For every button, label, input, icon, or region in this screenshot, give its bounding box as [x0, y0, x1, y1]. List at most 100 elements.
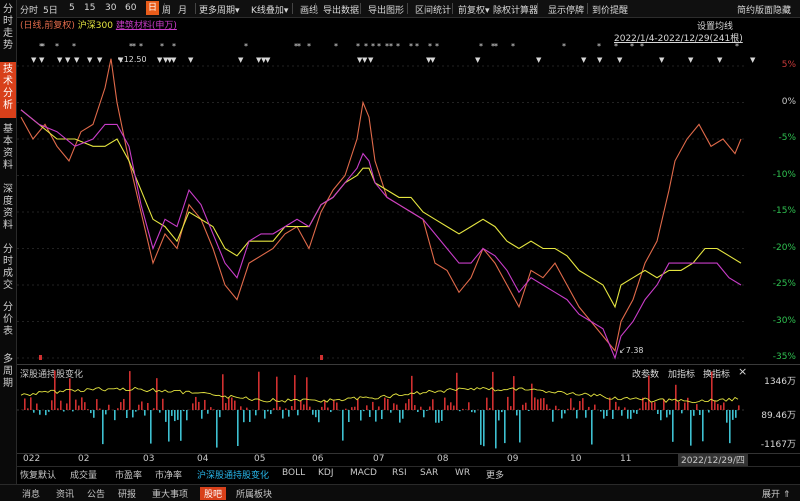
left-tab-5[interactable]: 分价表	[0, 300, 16, 348]
indicator-tab-5[interactable]: BOLL	[282, 468, 305, 478]
toolbar-item-14[interactable]: 区间统计	[415, 3, 451, 16]
sub-bar	[360, 410, 362, 421]
toolbar-item-0[interactable]: 分时	[20, 3, 38, 16]
toolbar-item-12[interactable]: 导出数据	[323, 3, 359, 16]
left-tab-4[interactable]: 分时成交	[0, 242, 16, 296]
bottom-tab-0[interactable]: 消息	[22, 487, 40, 500]
indicator-tab-4[interactable]: 沪深股通持股变化	[197, 468, 269, 481]
toolbar-item-1[interactable]: 5日	[43, 3, 58, 16]
toolbar-item-17[interactable]: 显示停牌	[548, 3, 584, 16]
indicator-tab-7[interactable]: MACD	[350, 468, 377, 478]
indicator-tab-2[interactable]: 市盈率	[115, 468, 142, 481]
sub-bar	[429, 407, 431, 410]
sub-bar	[408, 399, 410, 410]
bottom-tab-6[interactable]: 所属板块	[236, 487, 272, 500]
sub-bar	[564, 410, 566, 413]
simple-layout-button[interactable]: 简约版面	[737, 3, 773, 16]
sub-bar	[225, 403, 227, 410]
event-arrow-marker: ▼	[430, 56, 436, 64]
sub-bar	[702, 410, 704, 441]
sub-bar	[420, 407, 422, 410]
event-marker: *	[297, 42, 301, 51]
month-label: 07	[373, 454, 384, 464]
event-marker: *	[244, 42, 248, 51]
sub-bar	[672, 410, 674, 442]
sub-bar	[258, 372, 260, 410]
sub-bar	[501, 410, 503, 412]
bottom-tab-1[interactable]: 资讯	[56, 487, 74, 500]
sub-bar	[585, 410, 587, 418]
event-arrow-marker: ▼	[536, 56, 542, 64]
sub-bar	[204, 400, 206, 410]
sub-bar	[546, 404, 548, 410]
toolbar-item-3[interactable]: 15	[84, 3, 95, 13]
toolbar-item-18[interactable]: 到价提醒	[592, 3, 628, 16]
sub-bar	[525, 403, 527, 410]
toolbar-item-15[interactable]: 前复权▾	[458, 3, 490, 16]
sub-bar	[231, 397, 233, 410]
toolbar-item-13[interactable]: 导出图形	[368, 3, 404, 16]
toolbar-separator	[164, 3, 165, 14]
month-label: 08	[437, 454, 448, 464]
indicator-tab-10[interactable]: WR	[455, 468, 470, 478]
indicator-tab-11[interactable]: 更多	[486, 468, 504, 481]
sub-bar	[648, 376, 650, 410]
sub-bar	[366, 405, 368, 410]
bottom-tab-3[interactable]: 研报	[118, 487, 136, 500]
sub-bar	[108, 405, 110, 410]
sub-bar	[534, 397, 536, 410]
indicator-tab-0[interactable]: 恢复默认	[20, 468, 56, 481]
sub-bar	[435, 410, 437, 423]
expand-button[interactable]: 展开 ⇑	[762, 487, 790, 500]
hide-button[interactable]: 隐藏	[773, 3, 791, 16]
sub-bar	[627, 410, 629, 419]
toolbar-item-6[interactable]: 日	[146, 1, 159, 15]
sub-chart	[17, 365, 800, 465]
indicator-tab-9[interactable]: SAR	[420, 468, 438, 478]
event-arrow-marker: ▼	[475, 56, 481, 64]
low-annotation: ↙7.38	[619, 346, 644, 355]
bottom-tab-2[interactable]: 公告	[87, 487, 105, 500]
sub-bar	[171, 410, 173, 416]
indicator-tab-1[interactable]: 成交量	[70, 468, 97, 481]
toolbar-item-10[interactable]: K线叠加▾	[251, 3, 288, 16]
sub-bar	[183, 410, 185, 411]
sub-bar	[483, 410, 485, 446]
left-tab-1[interactable]: 技术分析	[0, 62, 16, 118]
month-label: 05	[254, 454, 265, 464]
toolbar-item-5[interactable]: 60	[125, 3, 136, 13]
toolbar-separator	[537, 3, 538, 14]
toolbar-item-16[interactable]: 除权计算器	[493, 3, 538, 16]
toolbar-item-8[interactable]: 月	[178, 3, 187, 16]
sub-bar	[315, 410, 317, 417]
bottom-tab-5[interactable]: 股吧	[200, 487, 226, 500]
sub-bar	[486, 398, 488, 410]
sub-bar	[321, 407, 323, 410]
toolbar-item-2[interactable]: 5	[69, 3, 75, 13]
sub-bar	[666, 410, 668, 417]
indicator-tab-6[interactable]: KDJ	[318, 468, 334, 478]
month-label: 09	[507, 454, 518, 464]
y-tick-label: -10%	[773, 170, 796, 180]
event-arrow-marker: ▼	[97, 56, 103, 64]
high-annotation: ↖12.50	[117, 55, 147, 64]
bottom-tab-4[interactable]: 重大事项	[152, 487, 188, 500]
event-arrow-marker: ▼	[659, 56, 665, 64]
sub-bar	[90, 410, 92, 413]
left-tab-6[interactable]: 多周期	[0, 352, 16, 404]
left-tab-2[interactable]: 基本资料	[0, 122, 16, 178]
sub-bar	[576, 410, 578, 418]
main-chart: ***********************************▼▼▼▼▼…	[17, 18, 800, 365]
sub-bar	[390, 410, 392, 413]
sub-bar	[303, 404, 305, 410]
left-tab-0[interactable]: 分时走势	[0, 2, 16, 56]
sub-bar	[51, 400, 53, 410]
sub-bar	[342, 410, 344, 441]
toolbar-item-4[interactable]: 30	[105, 3, 116, 13]
indicator-tab-3[interactable]: 市净率	[155, 468, 182, 481]
sub-bar	[447, 405, 449, 410]
sub-bar	[45, 410, 47, 415]
toolbar-item-9[interactable]: 更多周期▾	[199, 3, 240, 16]
indicator-tab-8[interactable]: RSI	[392, 468, 407, 478]
left-tab-3[interactable]: 深度资料	[0, 182, 16, 238]
